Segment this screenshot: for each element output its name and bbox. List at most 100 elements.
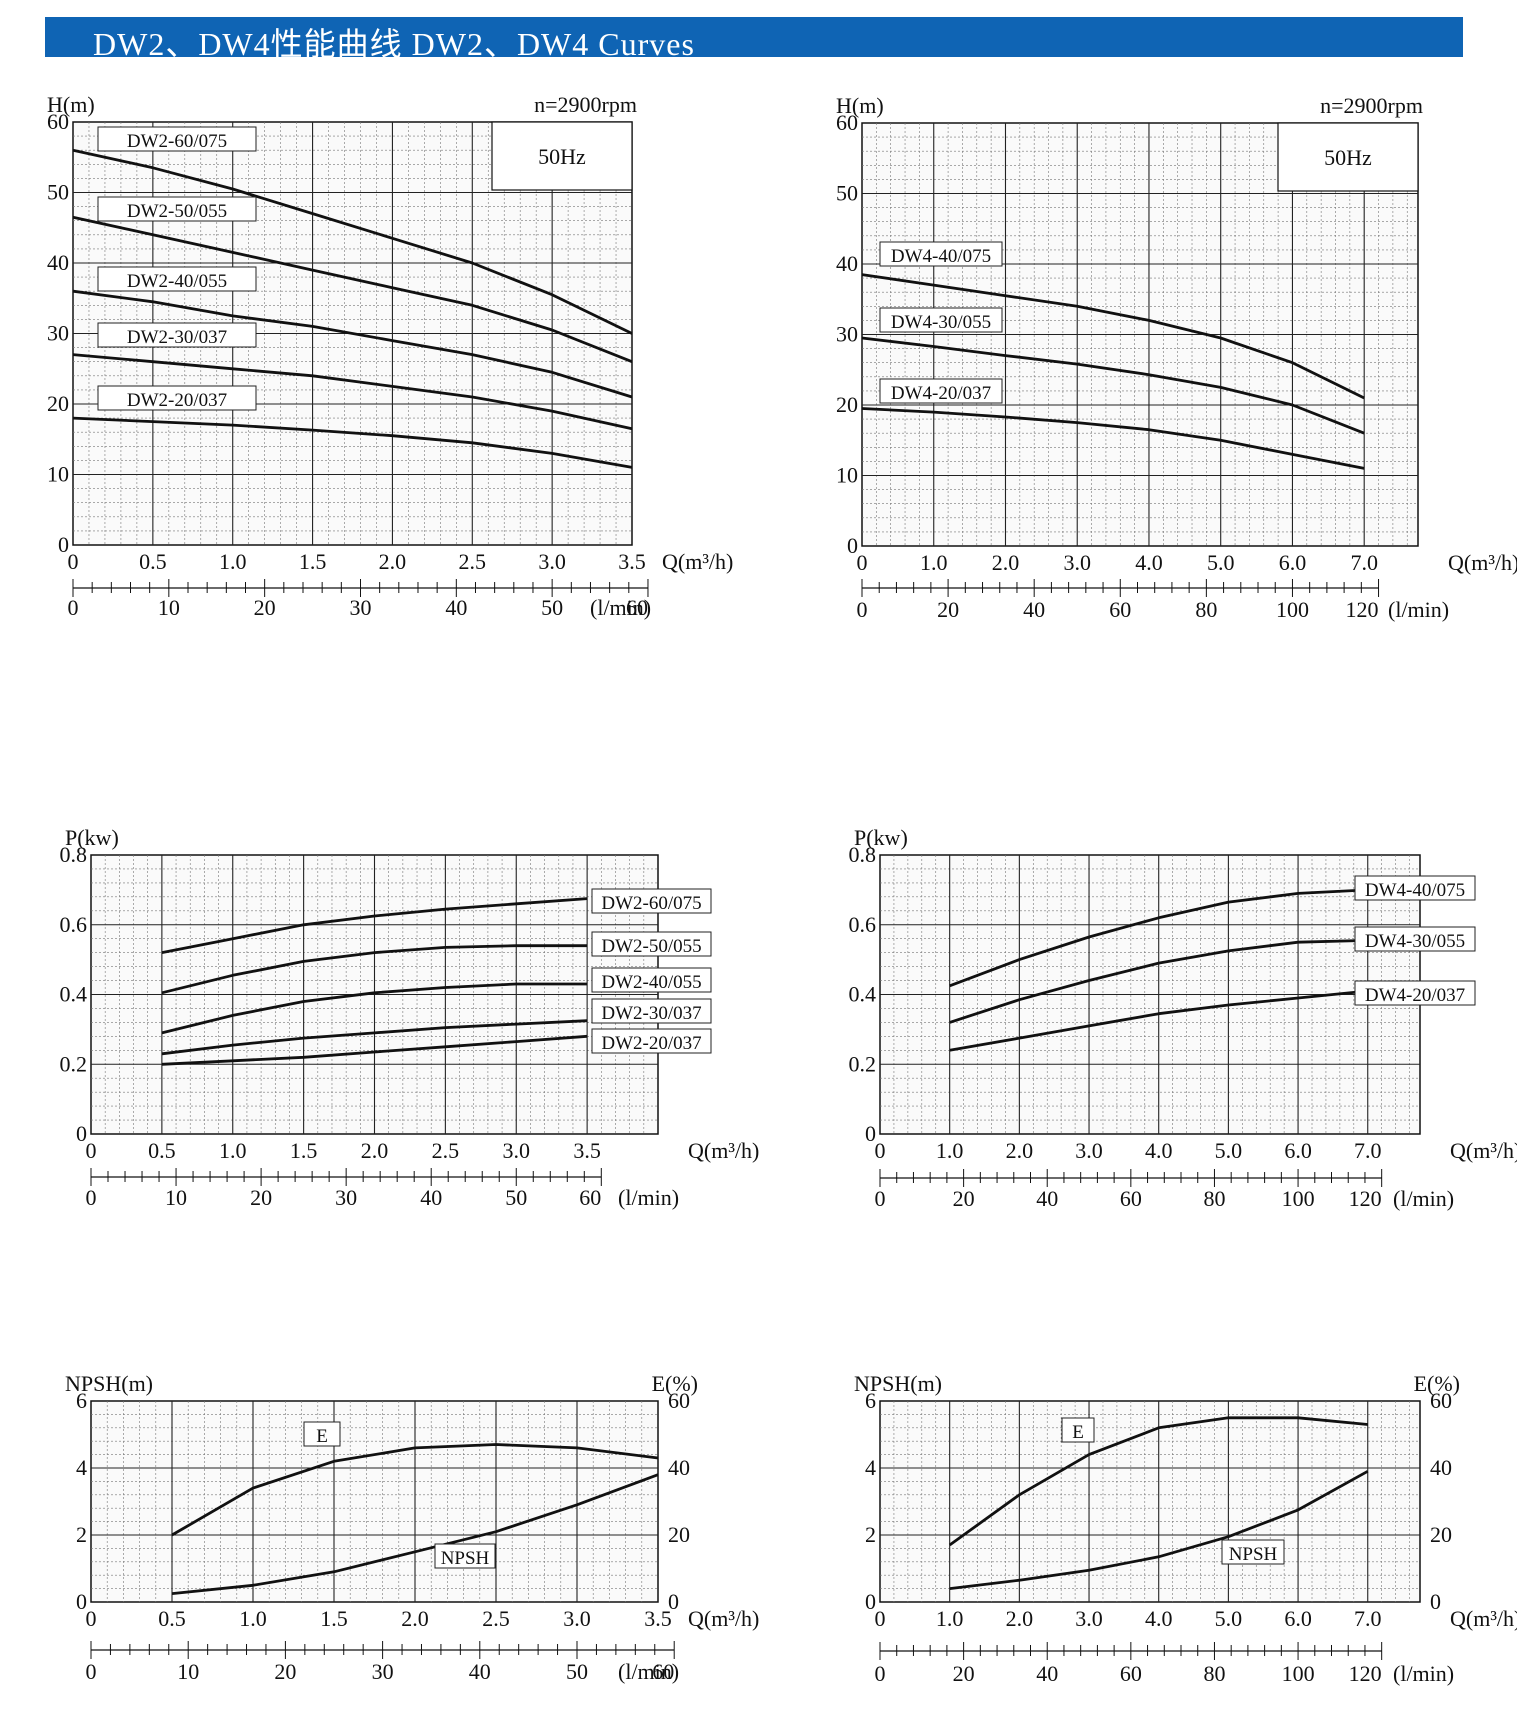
flow-tick-label: 20 [953, 1186, 975, 1211]
x-tick-label: 1.0 [219, 1138, 247, 1163]
series-line-e [171, 1443, 659, 1537]
x-tick-label: 0.5 [148, 1138, 176, 1163]
x-tick-label: 0.5 [139, 549, 167, 574]
y2-tick-label: 40 [1430, 1455, 1452, 1480]
x-tick-label: 0 [875, 1606, 886, 1631]
x-axis-label: Q(m³/h) [1450, 1138, 1517, 1163]
flow-unit-label: (l/min) [1393, 1186, 1454, 1211]
x-tick-label: 2.0 [1006, 1138, 1034, 1163]
flow-tick-label: 60 [1120, 1661, 1142, 1686]
x-tick-label: 1.0 [920, 550, 948, 575]
series-label: DW4-20/037 [1365, 985, 1465, 1006]
flow-tick-label: 20 [250, 1185, 272, 1210]
series-label: DW2-20/037 [601, 1033, 701, 1054]
series-line-dw2-40-055 [72, 289, 633, 399]
y-tick-label: 6 [76, 1388, 87, 1413]
flow-tick-label: 0 [86, 1659, 97, 1684]
series-label-box [97, 126, 257, 152]
x-tick-label: 3.0 [563, 1606, 591, 1631]
chart-dw2-head: 0 0.5 1.0 1.5 2.0 2.5 3.0 3.5 Q(m³/h) 0 10 20 30 40 50… [47, 92, 733, 620]
y-tick-label: 0.8 [60, 842, 88, 867]
y-tick-label: 20 [47, 391, 69, 416]
series-label-box [591, 888, 712, 914]
flow-tick-label: 50 [566, 1659, 588, 1684]
y-tick-label: 30 [836, 322, 858, 347]
x-tick-label: 2.0 [361, 1138, 389, 1163]
flow-tick-label: 0 [86, 1185, 97, 1210]
series-label: DW2-60/075 [601, 893, 701, 914]
series-label: DW4-20/037 [891, 383, 991, 404]
plot-area [90, 1400, 659, 1603]
chart-dw4-head: 0 1.0 2.0 3.0 4.0 5.0 6.0 7.0 Q(m³/h) 0 10 20 30 40 50… [836, 93, 1517, 622]
x-tick-label: 2.0 [379, 549, 407, 574]
series-label: DW4-40/075 [891, 246, 991, 267]
flow-unit-label: (l/min) [618, 1659, 679, 1684]
series-line-dw2-30-037 [72, 353, 633, 431]
x-tick-label: 1.0 [936, 1606, 964, 1631]
flow-tick-label: 100 [1282, 1661, 1315, 1686]
series-line-dw2-50-055 [72, 215, 633, 364]
x-tick-label: 6.0 [1284, 1138, 1312, 1163]
chart-dw2-power: 0 0.5 1.0 1.5 2.0 2.5 3.0 3.5 Q(m³/h) 0 0.2 0.4 0.6 0… [60, 825, 760, 1210]
plot-area [879, 1400, 1421, 1603]
series-line-dw2-40-055 [161, 982, 588, 1035]
series-label-box [591, 931, 712, 957]
y-tick-label: 60 [47, 109, 69, 134]
speed-label: n=2900rpm [1320, 93, 1423, 118]
y-tick-label: 0 [58, 532, 69, 557]
y-axis-label: H(m) [47, 92, 95, 117]
flow-unit-label: (l/min) [618, 1185, 679, 1210]
series-label-box [1354, 875, 1476, 901]
x-tick-label: 0.5 [158, 1606, 186, 1631]
x-axis-label: Q(m³/h) [1448, 550, 1517, 575]
flow-tick-label: 10 [165, 1185, 187, 1210]
series-label: DW2-40/055 [127, 271, 227, 292]
flow-tick-label: 10 [177, 1659, 199, 1684]
frequency-label: 50Hz [1324, 145, 1372, 170]
flow-tick-label: 50 [541, 595, 563, 620]
flow-tick-label: 30 [372, 1659, 394, 1684]
series-line-e [948, 1416, 1368, 1547]
x-axis-label: Q(m³/h) [688, 1138, 759, 1163]
y-tick-label: 2 [865, 1522, 876, 1547]
y-tick-label: 0.2 [849, 1051, 877, 1076]
flow-tick-label: 60 [1120, 1186, 1142, 1211]
x-tick-label: 1.0 [239, 1606, 267, 1631]
y-tick-label: 0 [76, 1589, 87, 1614]
y-tick-label: 0 [865, 1121, 876, 1146]
x-tick-label: 4.0 [1145, 1138, 1173, 1163]
series-label: DW2-40/055 [601, 972, 701, 993]
x-tick-label: 1.0 [219, 549, 247, 574]
flow-tick-label: 80 [1203, 1186, 1225, 1211]
series-label-box [303, 1421, 341, 1447]
flow-unit-label: (l/min) [1388, 597, 1449, 622]
series-line-dw2-20-037 [161, 1034, 588, 1066]
x-tick-label: 5.0 [1215, 1138, 1243, 1163]
series-label: DW2-20/037 [127, 390, 227, 411]
series-label: E [1072, 1422, 1084, 1443]
series-label-box [97, 196, 257, 222]
chart-dw4-power: 0 1.0 2.0 3.0 4.0 5.0 6.0 7.0 Q(m³/h) 0 0.2 0.4 0.6 0… [849, 825, 1517, 1211]
header-title: DW2、DW4性能曲线 DW2、DW4 Curves [93, 26, 695, 62]
y-axis-label: NPSH(m) [854, 1371, 942, 1396]
x-tick-label: 1.5 [320, 1606, 348, 1631]
x-tick-label: 4.0 [1135, 550, 1163, 575]
series-label: DW4-30/055 [1365, 931, 1465, 952]
x-tick-label: 2.5 [482, 1606, 510, 1631]
flow-tick-label: 50 [505, 1185, 527, 1210]
series-label: DW2-30/037 [127, 327, 227, 348]
series-label-box [591, 1028, 712, 1054]
x-tick-label: 1.5 [290, 1138, 318, 1163]
x-tick-label: 2.5 [432, 1138, 460, 1163]
flow-tick-label: 40 [1036, 1661, 1058, 1686]
y-axis-label: H(m) [836, 93, 884, 118]
frequency-label: 50Hz [538, 144, 586, 169]
flow-tick-label: 40 [1023, 597, 1045, 622]
frequency-box [491, 121, 633, 191]
series-label-box [1354, 926, 1476, 952]
chart-dw2-npsh: 0 0.5 1.0 1.5 2.0 2.5 3.0 3.5 Q(m³/h) 0 2 4 6NPSH(m)… [65, 1371, 759, 1684]
flow-tick-label: 60 [579, 1185, 601, 1210]
series-label: DW2-50/055 [601, 936, 701, 957]
x-tick-label: 6.0 [1279, 550, 1307, 575]
flow-tick-label: 20 [937, 597, 959, 622]
